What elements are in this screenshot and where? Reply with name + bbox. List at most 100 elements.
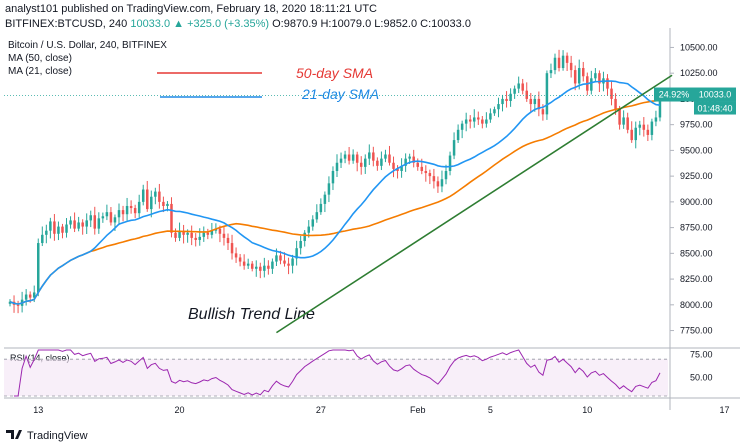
candle-body	[41, 234, 44, 244]
tradingview-brand: TradingView	[27, 429, 88, 442]
candle-body	[32, 292, 36, 298]
candle-body	[89, 215, 92, 221]
x-tick-label: 5	[488, 405, 493, 415]
candle-body	[626, 117, 629, 130]
candle-body	[481, 119, 484, 124]
candle-body	[610, 88, 613, 99]
ohlc-open: O:9870.9	[272, 18, 318, 30]
candle-body	[384, 154, 387, 159]
candle-body	[218, 228, 222, 234]
candle-body	[347, 154, 351, 161]
chart-title: Bitcoin / U.S. Dollar, 240, BITFINEX	[8, 40, 167, 51]
candle-body	[642, 124, 646, 130]
candle-body	[452, 140, 456, 156]
trend-line-annotation: Bullish Trend Line	[188, 306, 315, 323]
candle-body	[606, 78, 609, 89]
candle-body	[501, 98, 504, 105]
candle-body	[331, 170, 335, 184]
candle-body	[255, 266, 258, 269]
candle-body	[146, 189, 149, 210]
candle-body	[263, 265, 266, 271]
candle-body	[420, 166, 424, 171]
candle-body	[448, 155, 452, 171]
rsi-label: RSI (14, close)	[10, 353, 70, 363]
candle-body	[194, 237, 197, 240]
ma21-legend: MA (21, close)	[8, 66, 72, 77]
rsi-tick-label: 75.00	[690, 350, 713, 360]
candle-body	[246, 263, 250, 266]
candle-body	[226, 237, 230, 244]
x-tick-label: Feb	[410, 405, 426, 415]
candle-body	[250, 263, 254, 269]
candle-body	[37, 243, 40, 293]
x-tick-label: 20	[175, 405, 185, 415]
candle-body	[355, 154, 359, 163]
symbol-line: BITFINEX:BTCUSD, 240 10033.0 ▲ +325.0 (+…	[5, 18, 471, 30]
candle-body	[113, 217, 117, 223]
candle-body	[299, 240, 302, 249]
timer-badge-bg	[694, 101, 736, 115]
candle-body	[121, 210, 125, 215]
candle-body	[432, 176, 436, 182]
candle-body	[339, 158, 343, 163]
candle-body	[388, 154, 391, 163]
candle-body	[368, 152, 371, 159]
candle-body	[315, 212, 319, 220]
candle-body	[497, 104, 500, 110]
candle-body	[598, 73, 601, 84]
candle-body	[517, 83, 520, 89]
candle-body	[323, 194, 327, 204]
candle-body	[129, 205, 133, 209]
ma21-line	[9, 80, 661, 305]
candle-body	[49, 221, 52, 231]
y-tick-label: 8250.00	[680, 274, 713, 284]
candle-body	[557, 57, 561, 69]
candle-body	[170, 203, 173, 233]
candle-body	[577, 68, 581, 84]
candle-body	[460, 123, 464, 130]
candle-body	[541, 109, 545, 115]
candle-body	[376, 160, 379, 166]
candle-body	[561, 55, 565, 69]
timer-badge: 01:48:40	[697, 104, 732, 114]
publisher-line: analyst101 published on TradingView.com,…	[5, 3, 377, 15]
candle-body	[267, 265, 270, 269]
price-badge-bg	[694, 87, 736, 102]
candle-body	[137, 201, 141, 214]
candle-body	[565, 55, 569, 63]
candle-body	[392, 162, 395, 169]
candle-body	[53, 221, 56, 234]
candle-body	[259, 266, 262, 271]
price-change: +325.0 (+3.35%)	[187, 18, 270, 30]
candle-body	[311, 219, 315, 227]
candle-body	[69, 220, 72, 225]
candle-body	[279, 255, 282, 261]
candle-body	[456, 129, 460, 141]
candle-body	[154, 191, 157, 197]
candle-body	[590, 78, 593, 91]
ohlc-low: L:9852.0	[374, 18, 418, 30]
candle-body	[93, 215, 97, 229]
candle-body	[242, 261, 246, 266]
up-arrow-icon: ▲	[173, 18, 185, 30]
footer: TradingView	[5, 428, 88, 443]
y-tick-label: 8500.00	[680, 248, 713, 258]
candle-body	[206, 232, 210, 235]
candle-body	[634, 127, 637, 141]
candle-body	[295, 248, 298, 259]
candle-body	[416, 162, 419, 167]
candle-body	[307, 226, 310, 233]
y-tick-label: 9500.00	[680, 145, 713, 155]
candle-body	[351, 154, 355, 161]
candle-body	[202, 232, 206, 237]
candle-body	[359, 162, 363, 167]
candle-body	[646, 129, 650, 135]
candle-body	[618, 109, 621, 125]
candle-body	[291, 258, 294, 266]
candle-body	[444, 170, 448, 180]
rsi-tick-label: 50.00	[690, 373, 713, 383]
y-tick-label: 10250.00	[680, 68, 718, 78]
candle-body	[569, 62, 573, 71]
y-tick-label: 7750.00	[680, 326, 713, 336]
